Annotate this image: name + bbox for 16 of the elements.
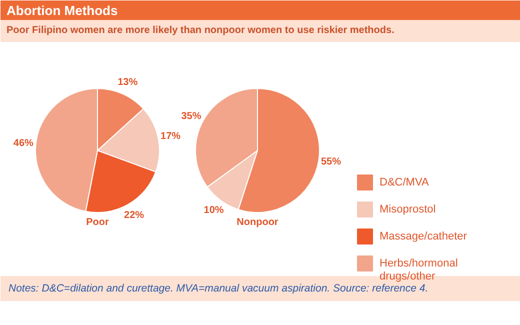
legend-label: Massage/catheter (380, 230, 468, 242)
legend-label: Misoprostol (380, 204, 436, 216)
data-label: 13% (118, 76, 138, 88)
slice-label: Nonpoor (236, 217, 278, 228)
legend-label: Herbs/hormonal drugs/other (380, 258, 458, 283)
chart-title: Abortion Methods (6, 3, 118, 18)
data-label: 55% (320, 156, 342, 168)
text: Notes: D&C=dilation and curettage. MVA=manual vacuum aspiration. Source: reference 4. (8, 282, 428, 294)
chart-subtitle: Poor Filipino women are more likely than nonpoor women to use riskier methods. (6, 25, 395, 36)
data-label: 22% (124, 210, 144, 221)
data-label: 46% (13, 138, 34, 149)
legend-label: D&C/MVA (380, 176, 430, 188)
data-label: 10% (204, 205, 224, 216)
data-label: 17% (160, 130, 181, 142)
slice-label: Poor (86, 217, 109, 228)
data-label: 35% (181, 111, 202, 122)
